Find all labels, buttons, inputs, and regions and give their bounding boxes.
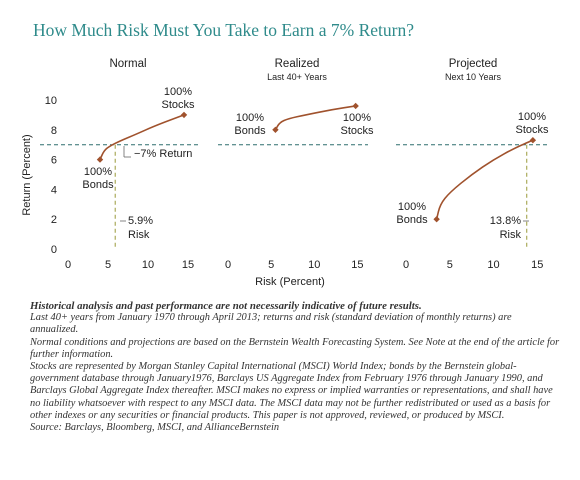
x-tick-label: 0 bbox=[65, 259, 71, 271]
panel-subtitle: Next 10 Years bbox=[445, 72, 502, 82]
endpoint-marker bbox=[352, 102, 359, 110]
footnote-1: Last 40+ years from January 1970 through… bbox=[30, 312, 512, 336]
x-tick-label: 10 bbox=[142, 259, 154, 271]
y-tick-label: 10 bbox=[45, 95, 57, 107]
x-tick-label: 5 bbox=[447, 259, 453, 271]
frontier-line bbox=[99, 114, 185, 160]
bonds-label: Bonds bbox=[234, 125, 266, 137]
y-tick-label: 4 bbox=[51, 184, 57, 196]
x-tick-label: 15 bbox=[531, 259, 543, 271]
x-tick-label: 15 bbox=[351, 259, 363, 271]
panel-title: Normal bbox=[109, 58, 146, 70]
stocks-label: 100% bbox=[343, 112, 371, 124]
risk-label: 13.8% bbox=[490, 215, 521, 227]
frontier-line bbox=[274, 105, 356, 131]
footnote-3: Stocks are represented by Morgan Stanley… bbox=[30, 361, 553, 421]
y-axis-label: Return (Percent) bbox=[21, 134, 33, 215]
stocks-label: Stocks bbox=[161, 99, 195, 111]
risk-label: Risk bbox=[500, 229, 522, 241]
y-tick-label: 8 bbox=[51, 125, 57, 137]
page-title: How Much Risk Must You Take to Earn a 7%… bbox=[33, 20, 414, 40]
stocks-label: 100% bbox=[164, 86, 192, 98]
panel-title: Realized bbox=[275, 58, 320, 70]
footnotes: Historical analysis and past performance… bbox=[30, 300, 560, 434]
endpoint-marker bbox=[96, 156, 104, 163]
panel-subtitle: Last 40+ Years bbox=[267, 72, 327, 82]
footnote-source: Source: Barclays, Bloomberg, MSCI, and A… bbox=[30, 422, 280, 434]
bonds-label: 100% bbox=[398, 201, 426, 213]
endpoint-marker bbox=[272, 126, 279, 133]
bonds-label: 100% bbox=[236, 112, 264, 124]
bonds-label: Bonds bbox=[82, 179, 114, 191]
y-tick-label: 6 bbox=[51, 155, 57, 167]
stocks-label: 100% bbox=[518, 111, 546, 123]
stocks-label: Stocks bbox=[515, 124, 549, 136]
disclaimer: Historical analysis and past performance… bbox=[30, 300, 422, 312]
endpoint-marker bbox=[433, 216, 440, 223]
x-tick-label: 15 bbox=[182, 259, 194, 271]
target-return-label: −7% Return bbox=[134, 148, 192, 160]
risk-label: Risk bbox=[128, 229, 150, 241]
bonds-label: 100% bbox=[84, 166, 112, 178]
risk-label: 5.9% bbox=[128, 215, 153, 227]
panel-title: Projected bbox=[449, 58, 498, 70]
stocks-label: Stocks bbox=[340, 125, 374, 137]
x-tick-label: 0 bbox=[403, 259, 409, 271]
bonds-label: Bonds bbox=[396, 214, 428, 226]
x-tick-label: 10 bbox=[487, 259, 499, 271]
frontier-line bbox=[435, 139, 534, 220]
risk-return-chart: Normal 0 5 10 15 0 2 4 6 8 10 Realized Last 40+ Year… bbox=[21, 58, 550, 288]
x-axis-label: Risk (Percent) bbox=[255, 276, 325, 288]
endpoint-marker bbox=[529, 137, 537, 144]
y-tick-label: 0 bbox=[51, 244, 57, 256]
x-tick-label: 10 bbox=[308, 259, 320, 271]
x-tick-label: 5 bbox=[105, 259, 111, 271]
footnote-2: Normal conditions and projections are ba… bbox=[30, 336, 560, 360]
x-tick-label: 0 bbox=[225, 259, 231, 271]
endpoint-marker bbox=[180, 111, 188, 119]
x-tick-label: 5 bbox=[268, 259, 274, 271]
y-tick-label: 2 bbox=[51, 214, 57, 226]
